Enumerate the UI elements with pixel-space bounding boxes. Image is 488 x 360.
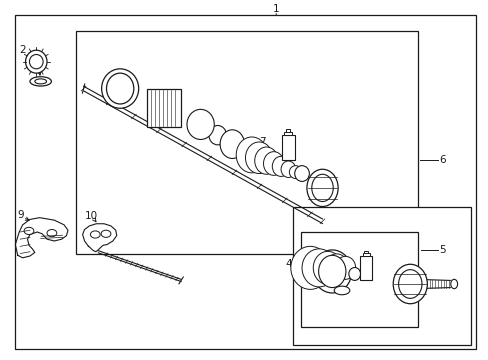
Bar xyxy=(300,232,417,327)
Ellipse shape xyxy=(450,279,457,289)
Ellipse shape xyxy=(102,69,139,108)
Text: 8: 8 xyxy=(310,172,317,182)
Ellipse shape xyxy=(220,130,244,158)
Bar xyxy=(360,256,372,279)
Ellipse shape xyxy=(189,112,211,136)
Text: 3: 3 xyxy=(35,62,42,72)
Ellipse shape xyxy=(312,250,351,293)
Bar xyxy=(286,130,290,132)
Text: 1: 1 xyxy=(272,4,279,14)
Ellipse shape xyxy=(318,255,345,288)
Ellipse shape xyxy=(334,256,355,279)
Bar xyxy=(293,207,470,345)
Ellipse shape xyxy=(192,115,208,134)
Ellipse shape xyxy=(302,249,335,287)
Bar xyxy=(364,251,367,253)
Ellipse shape xyxy=(30,77,51,86)
Ellipse shape xyxy=(290,246,329,289)
Ellipse shape xyxy=(245,142,272,174)
Bar xyxy=(362,253,369,256)
Text: 7: 7 xyxy=(259,137,265,147)
Ellipse shape xyxy=(348,267,360,280)
Ellipse shape xyxy=(311,174,332,202)
Ellipse shape xyxy=(101,230,111,237)
Bar xyxy=(284,132,292,135)
Ellipse shape xyxy=(90,231,100,238)
Text: 5: 5 xyxy=(439,245,445,255)
Ellipse shape xyxy=(289,166,302,179)
Ellipse shape xyxy=(281,161,295,177)
Text: 2: 2 xyxy=(20,45,26,55)
Bar xyxy=(147,89,180,127)
Ellipse shape xyxy=(24,227,34,234)
Text: 10: 10 xyxy=(84,211,97,221)
Ellipse shape xyxy=(294,166,309,181)
Ellipse shape xyxy=(392,264,427,304)
Ellipse shape xyxy=(398,270,421,298)
Text: 4: 4 xyxy=(285,258,292,269)
Ellipse shape xyxy=(236,137,267,173)
Ellipse shape xyxy=(324,254,348,282)
Ellipse shape xyxy=(186,109,214,139)
Ellipse shape xyxy=(35,79,46,84)
Ellipse shape xyxy=(313,251,342,284)
Ellipse shape xyxy=(272,156,289,176)
Text: 9: 9 xyxy=(17,210,23,220)
Text: 6: 6 xyxy=(439,155,445,165)
Bar xyxy=(76,31,417,253)
Ellipse shape xyxy=(306,169,337,207)
Ellipse shape xyxy=(25,50,47,73)
Ellipse shape xyxy=(47,229,57,237)
Ellipse shape xyxy=(333,286,349,295)
Ellipse shape xyxy=(263,152,284,175)
Ellipse shape xyxy=(106,73,134,104)
Ellipse shape xyxy=(208,126,226,145)
Bar xyxy=(281,135,295,160)
Ellipse shape xyxy=(29,54,43,69)
Ellipse shape xyxy=(254,147,278,174)
